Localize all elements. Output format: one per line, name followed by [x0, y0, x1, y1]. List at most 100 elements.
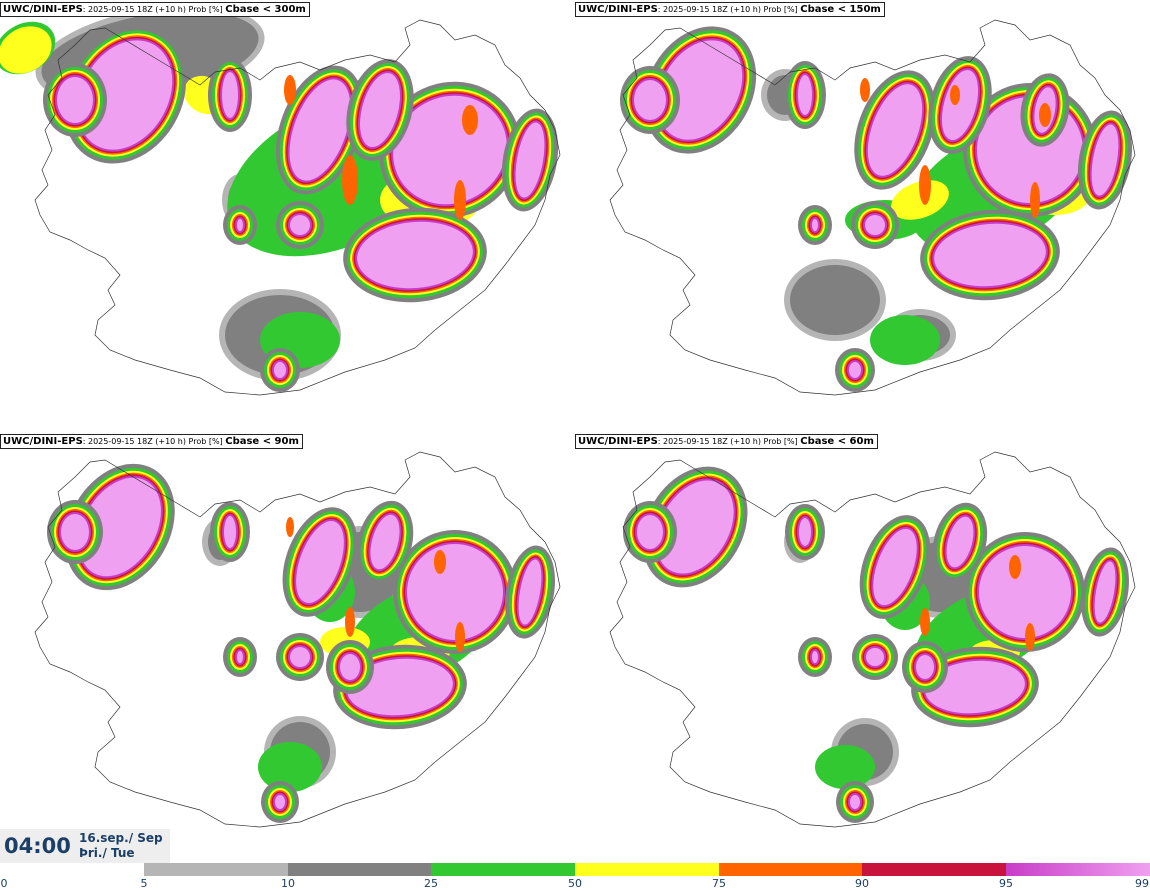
prob-area-99: [340, 654, 360, 680]
coastline: [34, 19, 561, 396]
colorbar-tick: 5: [140, 877, 148, 890]
model-name: UWC/DINI-EPS: [578, 436, 658, 447]
prob-area-99: [850, 795, 860, 809]
prob-area-75: [919, 165, 931, 205]
prob-area-50: [0, 26, 52, 74]
prob-area-99: [634, 80, 666, 120]
cbase-threshold: Cbase < 150m: [800, 4, 881, 15]
prob-area-99: [798, 75, 812, 115]
prob-area-99: [370, 514, 400, 570]
prob-area-75: [454, 180, 466, 220]
prob-area-99: [934, 223, 1046, 287]
run-info: : 2025-09-15 18Z (+10 h) Prob [%]: [657, 5, 801, 14]
coastline: [609, 451, 1136, 828]
panel-title: UWC/DINI-EPS: 2025-09-15 18Z (+10 h) Pro…: [0, 434, 303, 449]
colorbar-segment: [144, 863, 288, 876]
prob-area-99: [274, 362, 286, 378]
prob-area-75: [434, 550, 446, 574]
prob-area-75: [286, 517, 294, 537]
map-panel-1: UWC/DINI-EPS: 2025-09-15 18Z (+10 h) Pro…: [0, 0, 575, 436]
model-name: UWC/DINI-EPS: [3, 436, 83, 447]
valid-time-box: 04:00 16.sep./ Sep Þri./ Tue: [0, 829, 170, 863]
colorbar-tick: 25: [424, 877, 438, 890]
model-name: UWC/DINI-EPS: [3, 4, 83, 15]
colorbar-segment: [288, 863, 431, 876]
panel-title: UWC/DINI-EPS: 2025-09-15 18Z (+10 h) Pro…: [575, 2, 885, 17]
prob-area-99: [224, 516, 236, 548]
panel-title: UWC/DINI-EPS: 2025-09-15 18Z (+10 h) Pro…: [575, 434, 878, 449]
iceland-probability-map: [34, 451, 561, 828]
prob-area-99: [799, 518, 811, 546]
iceland-probability-map: [609, 451, 1136, 828]
prob-area-99: [873, 528, 917, 606]
map-panel-2: UWC/DINI-EPS: 2025-09-15 18Z (+10 h) Pro…: [575, 0, 1150, 436]
prob-area-99: [946, 516, 974, 568]
colorbar-segment: [719, 863, 862, 876]
prob-area-99: [656, 480, 734, 574]
run-info: : 2025-09-15 18Z (+10 h) Prob [%]: [82, 437, 226, 446]
prob-area-99: [867, 84, 923, 176]
prob-area-99: [289, 79, 351, 181]
coastline: [34, 451, 561, 828]
prob-area-99: [79, 477, 161, 577]
prob-area-99: [393, 95, 507, 205]
prob-area-99: [979, 546, 1071, 638]
colorbar-tick: 50: [568, 877, 582, 890]
prob-area-99: [275, 795, 285, 809]
cbase-threshold: Cbase < 60m: [800, 436, 874, 447]
prob-area-75: [455, 622, 465, 652]
colorbar-tick: 95: [999, 877, 1013, 890]
prob-area-99: [1091, 124, 1119, 196]
prob-area-99: [357, 221, 473, 289]
colorbar-tick: 99: [1135, 877, 1149, 890]
prob-area-99: [296, 521, 344, 603]
prob-area-75: [1009, 555, 1021, 579]
prob-area-25: [870, 315, 940, 365]
colorbar-tick: 75: [712, 877, 726, 890]
prob-area-75: [1039, 103, 1051, 127]
prob-area-99: [812, 651, 818, 663]
prob-area-99: [916, 655, 934, 679]
prob-area-99: [407, 544, 503, 640]
colorbar-segment: [862, 863, 1006, 876]
prob-area-99: [515, 122, 545, 198]
colorbar-segment: [431, 863, 575, 876]
prob-area-25: [258, 742, 322, 792]
valid-date: 16.sep./ Sep: [79, 831, 163, 845]
prob-area-99: [360, 73, 400, 147]
prob-area-25: [815, 745, 875, 789]
prob-area-99: [637, 515, 663, 549]
prob-area-99: [237, 651, 243, 663]
model-name: UWC/DINI-EPS: [578, 4, 658, 15]
iceland-probability-map: [609, 19, 1136, 396]
prob-area-99: [237, 219, 243, 231]
prob-area-50: [891, 180, 949, 220]
prob-area-99: [61, 514, 89, 550]
prob-area-75: [860, 78, 870, 102]
prob-area-10: [790, 265, 880, 335]
map-panel-4: UWC/DINI-EPS: 2025-09-15 18Z (+10 h) Pro…: [575, 432, 1150, 868]
prob-area-75: [462, 105, 478, 135]
valid-hour: 04:00: [4, 834, 71, 858]
prob-area-99: [1094, 561, 1116, 623]
prob-area-99: [57, 77, 93, 123]
colorbar-tick-labels: 0 5 10 25 50 75 90 95 99: [0, 876, 1150, 891]
map-panel-3: UWC/DINI-EPS: 2025-09-15 18Z (+10 h) Pro…: [0, 432, 575, 868]
prob-area-99: [812, 219, 818, 231]
iceland-probability-map: [0, 5, 561, 396]
run-info: : 2025-09-15 18Z (+10 h) Prob [%]: [82, 5, 226, 14]
panel-title: UWC/DINI-EPS: 2025-09-15 18Z (+10 h) Pro…: [0, 2, 310, 17]
prob-area-99: [925, 660, 1025, 714]
coastline: [609, 19, 1136, 396]
colorbar-segment: [575, 863, 719, 876]
prob-area-99: [290, 215, 310, 235]
run-info: : 2025-09-15 18Z (+10 h) Prob [%]: [657, 437, 801, 446]
prob-area-75: [1025, 623, 1035, 651]
colorbar-tick: 10: [281, 877, 295, 890]
prob-area-75: [345, 607, 355, 637]
prob-area-99: [222, 72, 238, 118]
prob-area-99: [866, 648, 884, 666]
prob-area-99: [290, 647, 310, 667]
colorbar-tick: 0: [0, 877, 8, 890]
prob-area-75: [1030, 182, 1040, 218]
